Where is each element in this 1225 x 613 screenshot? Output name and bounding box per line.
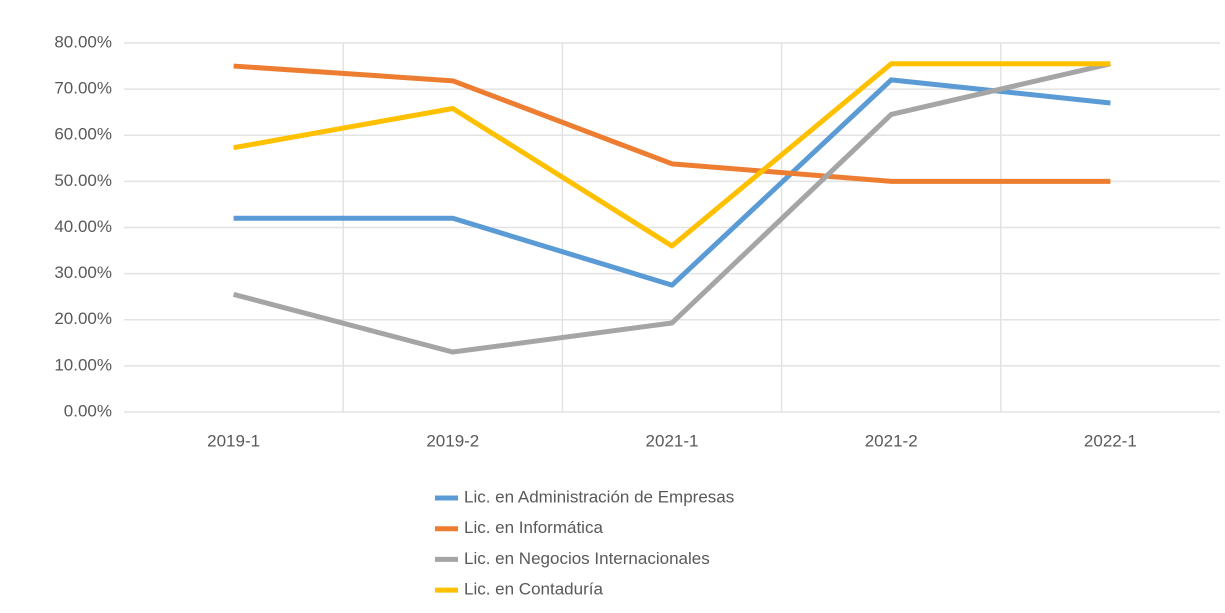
y-tick-label: 80.00%	[54, 32, 112, 51]
series-line	[233, 77, 1111, 288]
legend-label: Lic. en Informática	[464, 518, 603, 537]
series-line	[233, 61, 1111, 249]
y-tick-label: 60.00%	[54, 125, 112, 144]
y-tick-label: 10.00%	[54, 355, 112, 374]
legend-label: Lic. en Negocios Internacionales	[464, 549, 710, 568]
x-tick-label: 2021-2	[865, 431, 918, 450]
x-tick-label: 2019-1	[207, 431, 260, 450]
y-tick-label: 50.00%	[54, 171, 112, 190]
y-tick-label: 0.00%	[64, 401, 112, 420]
series-line	[233, 63, 1111, 184]
y-tick-label: 40.00%	[54, 217, 112, 236]
y-tick-label: 20.00%	[54, 309, 112, 328]
y-tick-label: 30.00%	[54, 263, 112, 282]
y-tick-label: 70.00%	[54, 79, 112, 98]
legend-label: Lic. en Administración de Empresas	[464, 487, 734, 506]
x-tick-label: 2019-2	[426, 431, 479, 450]
series-line	[232, 61, 1111, 355]
legend-label: Lic. en Contaduría	[464, 580, 603, 599]
x-tick-label: 2021-1	[646, 431, 699, 450]
x-tick-label: 2022-1	[1084, 431, 1137, 450]
